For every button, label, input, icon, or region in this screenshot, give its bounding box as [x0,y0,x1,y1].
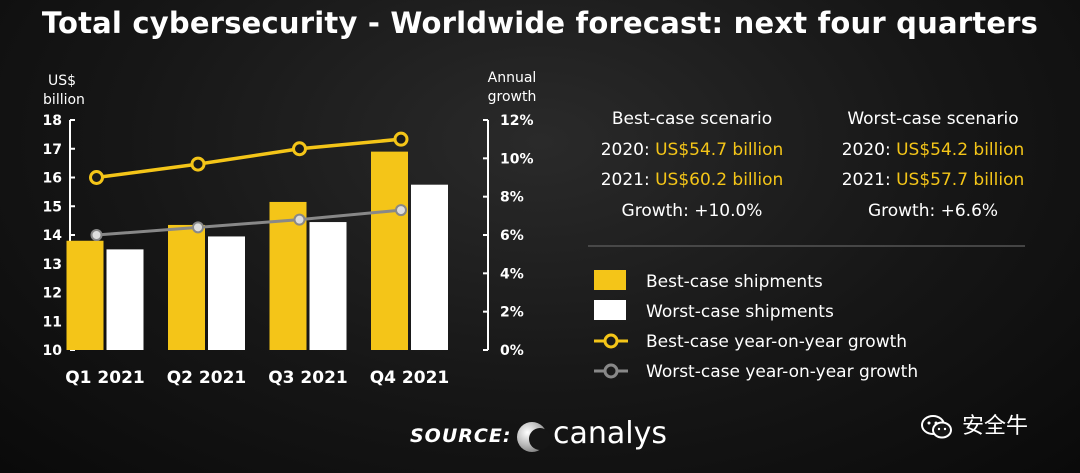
scenario-best: Best-case scenario 2020: US$54.7 billion… [601,109,784,221]
left-axis-tick-label: 16 [43,171,62,187]
right-axis-tick-label: 8% [500,190,524,206]
worst-case-growth-marker [293,213,306,226]
right-axis-tick-label: 12% [500,113,534,129]
legend-label-worst-shipments: Worst-case shipments [646,302,834,322]
svg-text:2021: US$60.2 billion: 2021: US$60.2 billion [601,170,784,190]
bar-worst-case [309,222,347,350]
scenario-worst-heading: Worst-case scenario [847,109,1018,129]
scenario-worst-2020-value: US$54.2 billion [896,140,1024,160]
left-axis-tick-label: 17 [43,142,62,158]
legend-label-best-growth: Best-case year-on-year growth [646,332,907,352]
best-case-growth-marker [190,156,206,172]
best-case-growth-marker [89,170,104,185]
left-axis-tick-label: 15 [43,199,62,215]
bar-worst-case [106,249,144,350]
bar-worst-case [411,184,448,350]
left-axis-title-line1: US$ [48,73,76,89]
legend-swatch-best-shipments [594,270,626,290]
category-label: Q2 2021 [167,368,247,388]
scenario-worst-growth: Growth: +6.6% [868,201,998,221]
scenario-worst-2020-label: 2020: [842,140,896,160]
scenario-best-2021-label: 2021: [601,170,655,190]
category-label: Q4 2021 [370,368,450,388]
left-axis-tick-label: 10 [43,343,63,359]
best-case-growth-line [96,137,402,180]
watermark-text: 安全牛 [962,414,1029,439]
right-axis-title-line2: growth [488,89,537,105]
legend-label-best-shipments: Best-case shipments [646,272,823,292]
canalys-logo-text: canalys [553,416,667,451]
legend-swatch-worst-growth-marker [603,363,619,379]
legend: Best-case shipments Worst-case shipments… [594,270,918,382]
bar-worst-case [208,236,245,350]
worst-case-growth-line [96,208,402,237]
source-label: SOURCE: [410,425,512,447]
scenario-best-2020-value: US$54.7 billion [655,140,783,160]
right-axis-tick-label: 6% [500,228,524,244]
svg-text:2020: US$54.7 billion: 2020: US$54.7 billion [601,140,784,160]
svg-text:2021: US$57.7 billion: 2021: US$57.7 billion [842,170,1025,190]
svg-text:2020: US$54.2 billion: 2020: US$54.2 billion [842,140,1025,160]
category-label: Q3 2021 [268,368,348,388]
scenario-best-2020-label: 2020: [601,140,655,160]
best-case-growth-marker [393,131,409,147]
worst-case-growth-marker [192,221,204,234]
worst-case-growth-marker [90,229,103,241]
left-axis-tick-label: 18 [43,113,62,129]
scenario-best-2021-value: US$60.2 billion [655,170,783,190]
scenario-best-heading: Best-case scenario [612,109,772,129]
scenario-best-growth: Growth: +10.0% [622,201,763,221]
canalys-logo-icon [517,422,551,452]
right-axis-tick-label: 2% [500,305,524,321]
scenario-worst: Worst-case scenario 2020: US$54.2 billio… [842,109,1025,221]
right-axis-tick-label: 10% [500,151,534,167]
bar-best-case [269,201,307,350]
worst-case-growth-marker [395,204,407,217]
wechat-icon [921,415,952,439]
legend-swatch-worst-shipments [594,300,626,320]
left-axis-tick-label: 12 [43,286,62,302]
best-case-growth-marker [292,141,307,157]
left-axis-title-line2: billion [43,92,85,108]
right-axis-title-line1: Annual [488,70,537,86]
bar-best-case [371,151,408,350]
legend-label-worst-growth: Worst-case year-on-year growth [646,362,918,382]
category-label: Q1 2021 [65,368,145,388]
scenario-worst-2021-label: 2021: [842,170,896,190]
left-axis-tick-label: 11 [43,314,62,330]
watermark: 安全牛 [920,408,1028,440]
legend-swatch-best-growth-marker [603,333,619,349]
chart-title: Total cybersecurity - Worldwide forecast… [41,6,1039,40]
left-axis-tick-label: 13 [43,257,62,273]
left-axis-tick-label: 14 [43,228,63,244]
bar-best-case [168,224,205,350]
right-axis-tick-label: 4% [500,266,524,282]
bar-best-case [66,240,104,350]
scenario-worst-2021-value: US$57.7 billion [896,170,1024,190]
right-axis-tick-label: 0% [500,343,524,359]
